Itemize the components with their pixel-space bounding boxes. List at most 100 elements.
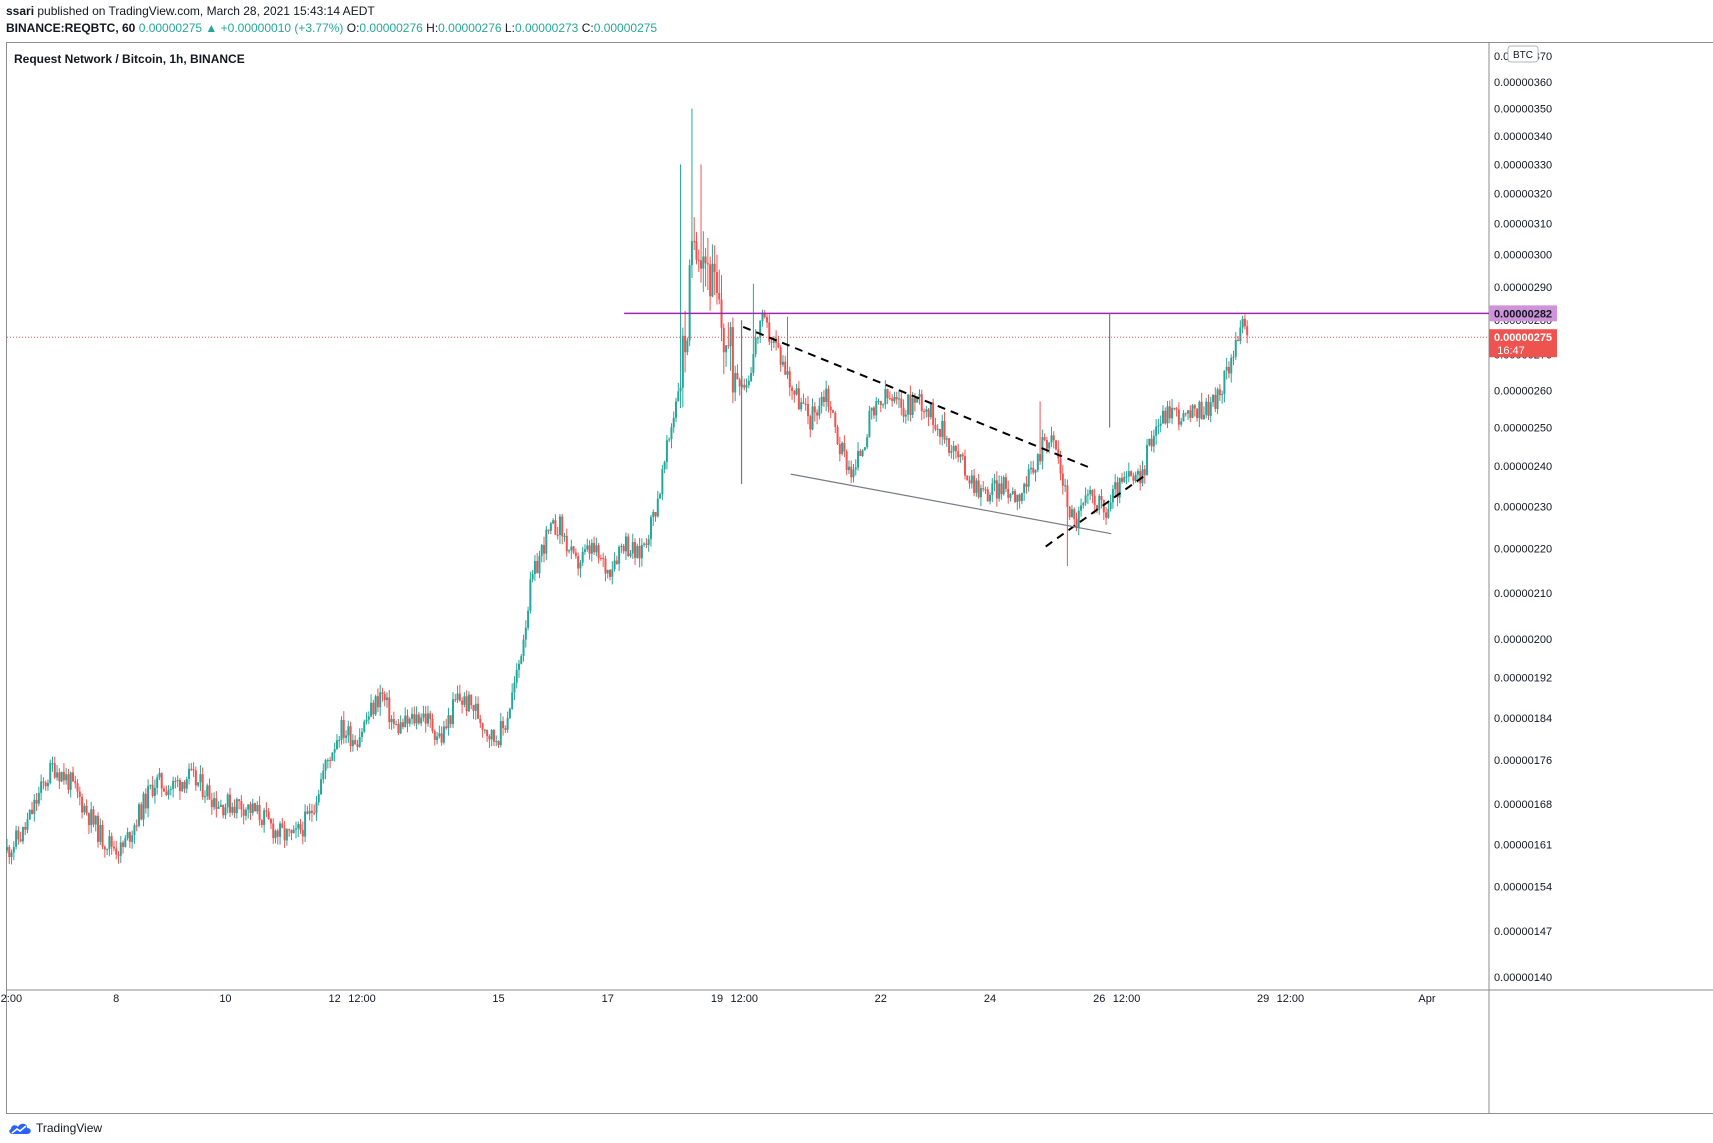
candle-body <box>176 780 179 782</box>
candle-body <box>857 450 860 468</box>
candle-body <box>92 809 95 825</box>
candle-body <box>845 451 848 471</box>
candle-body <box>71 772 74 782</box>
candle-body <box>709 264 712 297</box>
candle-body <box>863 447 866 451</box>
candle-body <box>645 543 648 545</box>
candle-body <box>586 545 589 550</box>
candle-body <box>1002 477 1005 495</box>
candle-body <box>374 696 377 715</box>
candle-body <box>1150 438 1153 447</box>
publish-info: ssari published on TradingView.com, Marc… <box>6 4 375 18</box>
candle-body <box>76 783 79 792</box>
candle-body <box>913 398 916 403</box>
candle-body <box>627 536 630 557</box>
candle-body <box>1116 482 1119 498</box>
candle-body <box>929 402 932 418</box>
candle-body <box>467 694 470 712</box>
candle-body <box>804 403 807 405</box>
brand-text: TradingView <box>36 1121 103 1135</box>
candle-body <box>531 573 534 580</box>
candle-body <box>58 772 61 782</box>
candle-body <box>24 826 27 830</box>
tradingview-brand[interactable]: TradingView <box>8 1121 102 1135</box>
candle-body <box>688 265 691 341</box>
y-tick-label: 0.00000240 <box>1494 461 1552 473</box>
candle-body <box>46 782 49 787</box>
candle-body <box>399 722 402 734</box>
candle-body <box>1184 413 1187 415</box>
candle-body <box>743 384 746 388</box>
candle-body <box>734 373 737 393</box>
candle-body <box>33 799 36 814</box>
candle-body <box>513 682 516 693</box>
y-tick-label: 0.00000220 <box>1494 544 1552 556</box>
low-value: 0.00000273 <box>514 21 579 35</box>
candle-body <box>895 397 898 400</box>
candle-body <box>943 420 946 440</box>
candle-body <box>781 361 784 365</box>
candle-body <box>315 802 318 814</box>
candle-body <box>1191 405 1194 418</box>
candle-body <box>1146 445 1149 475</box>
candle-body <box>1234 339 1237 357</box>
author-name[interactable]: ssari <box>6 4 35 18</box>
candle-body <box>44 782 47 787</box>
candle-body <box>884 389 887 405</box>
candle-body <box>149 784 152 786</box>
candle-body <box>1173 407 1176 409</box>
candle-body <box>1148 438 1151 446</box>
candle-body <box>572 546 575 553</box>
candle-body <box>112 846 115 849</box>
candle-body <box>301 829 304 837</box>
candle-body <box>820 396 823 406</box>
candle-body <box>957 451 960 458</box>
candle-body <box>624 536 627 552</box>
candle-body <box>882 404 885 406</box>
candle-body <box>69 772 72 790</box>
candle-body <box>604 558 607 574</box>
candle-body <box>370 702 373 717</box>
candle-body <box>240 801 243 810</box>
candle-body <box>83 805 86 813</box>
candle-body <box>78 791 81 797</box>
candle-body <box>1025 483 1028 487</box>
y-tick-label: 0.00000290 <box>1494 282 1552 294</box>
candle-body <box>522 639 525 657</box>
candle-body <box>1239 327 1242 341</box>
chart-frame[interactable] <box>6 42 1713 1114</box>
candle-body <box>973 475 976 493</box>
candle-body <box>199 774 202 783</box>
candle-body <box>1020 493 1023 502</box>
candle-body <box>388 697 391 723</box>
candle-body <box>276 830 279 837</box>
y-tick-label: 0.00000140 <box>1494 972 1552 984</box>
candle-body <box>317 794 320 803</box>
x-tick-label: 26 <box>1093 993 1105 1005</box>
candle-body <box>866 437 869 448</box>
candle-body <box>950 450 953 453</box>
candle-body <box>1009 494 1012 498</box>
currency-label: BTC <box>1513 50 1533 61</box>
candle-body <box>272 823 275 839</box>
candle-body <box>1155 426 1158 436</box>
candle-body <box>649 517 652 540</box>
y-tick-label: 0.00000168 <box>1494 799 1552 811</box>
candle-body <box>131 835 134 842</box>
candle-body <box>308 810 311 814</box>
candle-body <box>208 785 211 800</box>
candle-body <box>620 545 623 547</box>
candle-body <box>372 702 375 715</box>
candle-body <box>142 793 145 820</box>
candle-body <box>652 512 655 518</box>
candle-body <box>1018 494 1021 502</box>
wedge-trendline <box>1045 473 1148 548</box>
candle-body <box>226 794 229 808</box>
candle-body <box>963 456 966 476</box>
candle-body <box>74 781 77 784</box>
candle-body <box>26 819 29 830</box>
candle-body <box>306 811 309 814</box>
candle-body <box>511 692 514 709</box>
candle-body <box>340 720 343 740</box>
